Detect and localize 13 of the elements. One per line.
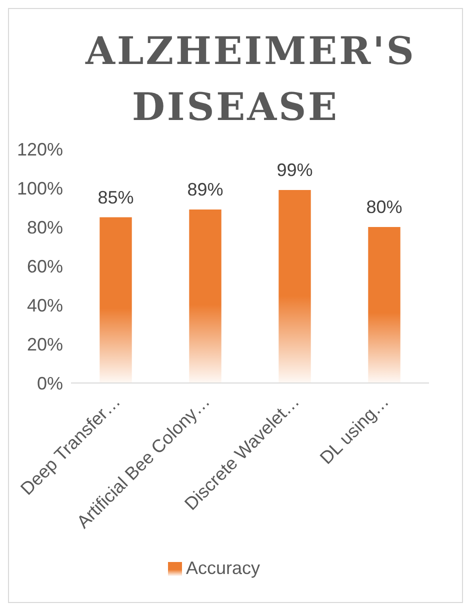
chart-title: ALZHEIMER'S DISEASE — [86, 27, 416, 131]
data-label: 89% — [187, 179, 224, 200]
legend-label: Accuracy — [186, 558, 260, 578]
y-tick-label: 80% — [26, 217, 63, 238]
y-tick-label: 120% — [16, 139, 63, 160]
y-tick-label: 20% — [26, 334, 63, 354]
y-tick-label: 0% — [36, 373, 63, 394]
data-label: 85% — [98, 187, 134, 208]
y-tick-label: 40% — [26, 295, 63, 316]
y-tick-label: 100% — [16, 178, 63, 198]
data-label: 80% — [366, 197, 402, 217]
y-tick-label: 60% — [26, 256, 63, 276]
data-label: 99% — [276, 160, 313, 180]
